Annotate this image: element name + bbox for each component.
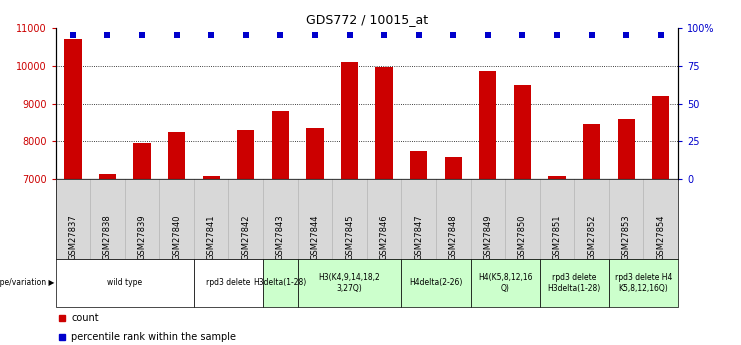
Bar xyxy=(56,259,194,307)
Text: count: count xyxy=(71,313,99,323)
Bar xyxy=(133,144,150,179)
Bar xyxy=(410,151,428,179)
Bar xyxy=(617,119,635,179)
Bar xyxy=(479,71,496,179)
Text: H3delta(1-28): H3delta(1-28) xyxy=(253,278,307,287)
Bar xyxy=(514,85,531,179)
Bar xyxy=(341,62,358,179)
Bar xyxy=(168,132,185,179)
Bar xyxy=(237,130,254,179)
Text: rpd3 delete H4
K5,8,12,16Q): rpd3 delete H4 K5,8,12,16Q) xyxy=(615,273,672,293)
Bar xyxy=(402,259,471,307)
Bar xyxy=(471,259,539,307)
Text: genotype/variation ▶: genotype/variation ▶ xyxy=(0,278,54,287)
Bar xyxy=(298,259,402,307)
Text: wild type: wild type xyxy=(107,278,142,287)
Title: GDS772 / 10015_at: GDS772 / 10015_at xyxy=(306,13,428,27)
Bar xyxy=(376,68,393,179)
Bar xyxy=(263,259,298,307)
Bar xyxy=(539,259,609,307)
Text: H3(K4,9,14,18,2
3,27Q): H3(K4,9,14,18,2 3,27Q) xyxy=(319,273,380,293)
Bar xyxy=(445,157,462,179)
Bar xyxy=(99,174,116,179)
Bar xyxy=(652,96,669,179)
Bar xyxy=(64,39,82,179)
Text: percentile rank within the sample: percentile rank within the sample xyxy=(71,332,236,342)
Text: H4delta(2-26): H4delta(2-26) xyxy=(409,278,462,287)
Text: H4(K5,8,12,16
Q): H4(K5,8,12,16 Q) xyxy=(478,273,532,293)
Text: rpd3 delete
H3delta(1-28): rpd3 delete H3delta(1-28) xyxy=(548,273,601,293)
Bar xyxy=(194,259,263,307)
Bar xyxy=(609,259,678,307)
Bar xyxy=(548,176,565,179)
Bar xyxy=(272,111,289,179)
Text: rpd3 delete: rpd3 delete xyxy=(206,278,250,287)
Bar xyxy=(583,125,600,179)
Bar xyxy=(306,128,324,179)
Bar xyxy=(202,176,220,179)
